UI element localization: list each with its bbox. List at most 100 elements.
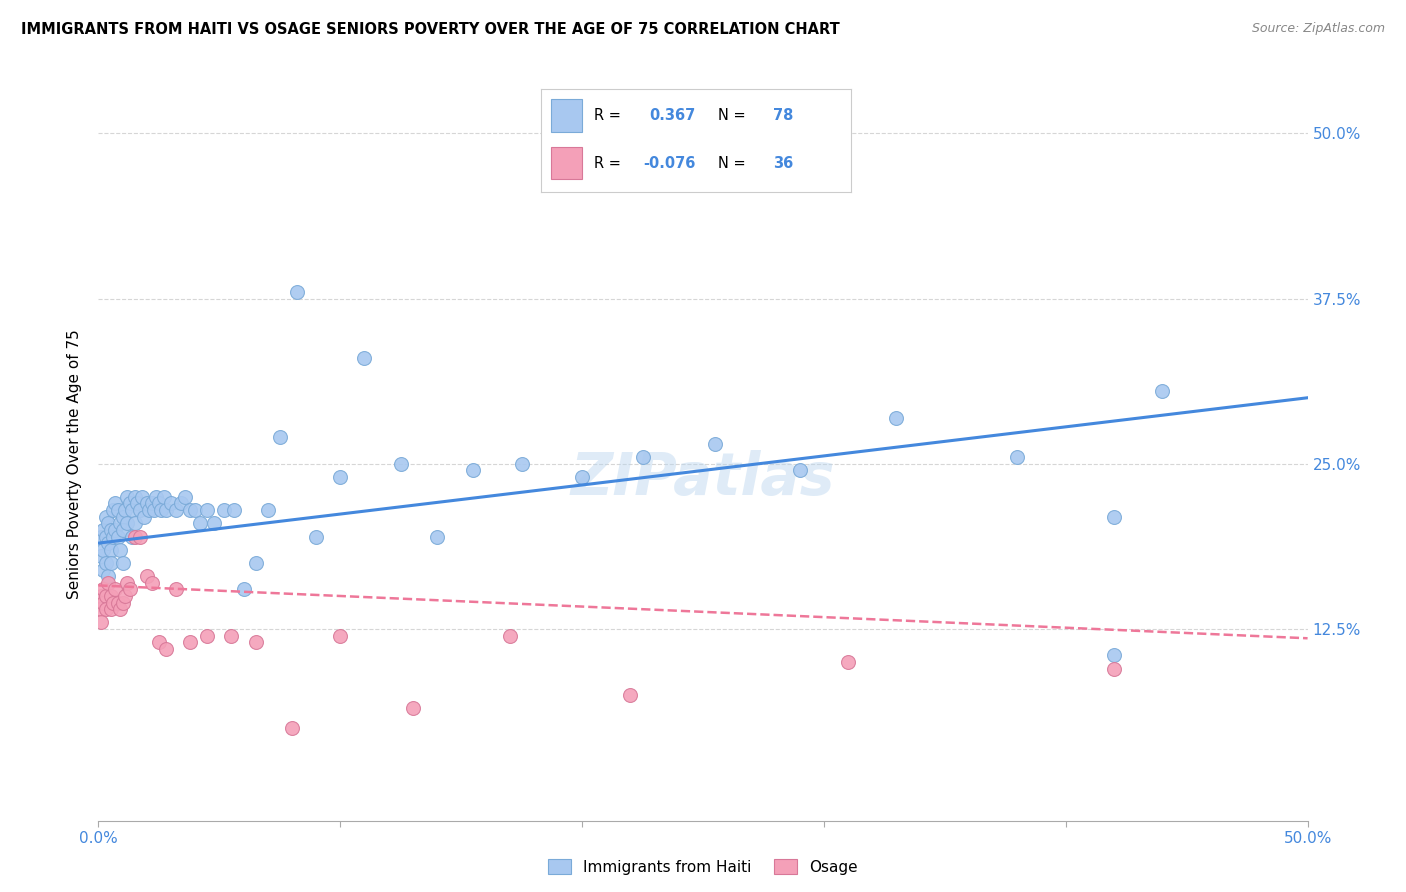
- Point: [165, 582, 187, 597]
- Point: [134, 509, 156, 524]
- Point: [94, 509, 117, 524]
- Text: N =: N =: [717, 108, 749, 123]
- Point: [402, 701, 425, 715]
- Point: [127, 496, 149, 510]
- Point: [117, 490, 139, 504]
- Text: ZIPatlas: ZIPatlas: [571, 450, 835, 507]
- Point: [135, 569, 157, 583]
- Point: [179, 503, 201, 517]
- Point: [94, 529, 117, 543]
- Point: [143, 503, 166, 517]
- Point: [1102, 509, 1125, 524]
- Text: -0.076: -0.076: [644, 155, 696, 170]
- Point: [281, 721, 304, 735]
- Point: [97, 516, 120, 531]
- Point: [100, 602, 122, 616]
- Point: [245, 635, 267, 649]
- Point: [195, 503, 218, 517]
- Point: [148, 635, 170, 649]
- Point: [145, 490, 167, 504]
- Point: [160, 496, 183, 510]
- Point: [90, 549, 112, 564]
- Text: IMMIGRANTS FROM HAITI VS OSAGE SENIORS POVERTY OVER THE AGE OF 75 CORRELATION CH: IMMIGRANTS FROM HAITI VS OSAGE SENIORS P…: [21, 22, 839, 37]
- Point: [1102, 662, 1125, 676]
- Point: [222, 503, 245, 517]
- Point: [329, 629, 352, 643]
- Point: [104, 523, 127, 537]
- Point: [131, 490, 153, 504]
- Point: [100, 556, 122, 570]
- Point: [118, 582, 141, 597]
- Text: N =: N =: [717, 155, 749, 170]
- Point: [353, 351, 375, 365]
- Point: [100, 542, 122, 557]
- Point: [463, 463, 485, 477]
- Point: [571, 470, 593, 484]
- Point: [152, 490, 174, 504]
- Point: [174, 490, 197, 504]
- Point: [141, 496, 163, 510]
- Point: [329, 470, 352, 484]
- Point: [269, 430, 291, 444]
- Text: 36: 36: [773, 155, 793, 170]
- Point: [118, 496, 141, 510]
- Point: [108, 542, 131, 557]
- Point: [169, 496, 191, 510]
- Point: [179, 635, 201, 649]
- Point: [212, 503, 235, 517]
- Point: [204, 516, 226, 531]
- Point: [91, 523, 114, 537]
- Point: [104, 496, 127, 510]
- Point: [389, 457, 412, 471]
- Point: [117, 575, 139, 590]
- Point: [91, 563, 114, 577]
- Point: [108, 516, 131, 531]
- Point: [124, 516, 146, 531]
- Point: [108, 602, 131, 616]
- Point: [111, 523, 134, 537]
- Point: [97, 536, 120, 550]
- Point: [101, 529, 124, 543]
- Point: [107, 503, 129, 517]
- Point: [97, 575, 120, 590]
- Point: [195, 629, 218, 643]
- Point: [141, 575, 163, 590]
- Point: [124, 490, 146, 504]
- Point: [232, 582, 254, 597]
- Point: [121, 529, 143, 543]
- Point: [107, 529, 129, 543]
- Point: [138, 503, 160, 517]
- Point: [91, 596, 114, 610]
- Point: [101, 596, 124, 610]
- Point: [111, 556, 134, 570]
- Point: [155, 641, 177, 656]
- Point: [90, 615, 112, 630]
- Point: [256, 503, 278, 517]
- Point: [104, 582, 127, 597]
- Point: [789, 463, 811, 477]
- Point: [91, 582, 114, 597]
- Point: [90, 602, 112, 616]
- Point: [94, 602, 117, 616]
- FancyBboxPatch shape: [551, 99, 582, 132]
- Point: [155, 503, 177, 517]
- Point: [886, 410, 908, 425]
- Point: [100, 523, 122, 537]
- Point: [837, 655, 859, 669]
- Legend: Immigrants from Haiti, Osage: Immigrants from Haiti, Osage: [541, 853, 865, 880]
- Point: [107, 596, 129, 610]
- Point: [245, 556, 267, 570]
- Point: [90, 529, 112, 543]
- Text: R =: R =: [593, 108, 626, 123]
- Point: [111, 596, 134, 610]
- Point: [1152, 384, 1174, 399]
- Point: [285, 285, 308, 299]
- Point: [114, 589, 136, 603]
- Point: [619, 688, 641, 702]
- Text: 78: 78: [773, 108, 793, 123]
- Point: [150, 503, 173, 517]
- Y-axis label: Seniors Poverty Over the Age of 75: Seniors Poverty Over the Age of 75: [67, 329, 83, 599]
- Point: [94, 589, 117, 603]
- Point: [111, 509, 134, 524]
- Point: [128, 503, 150, 517]
